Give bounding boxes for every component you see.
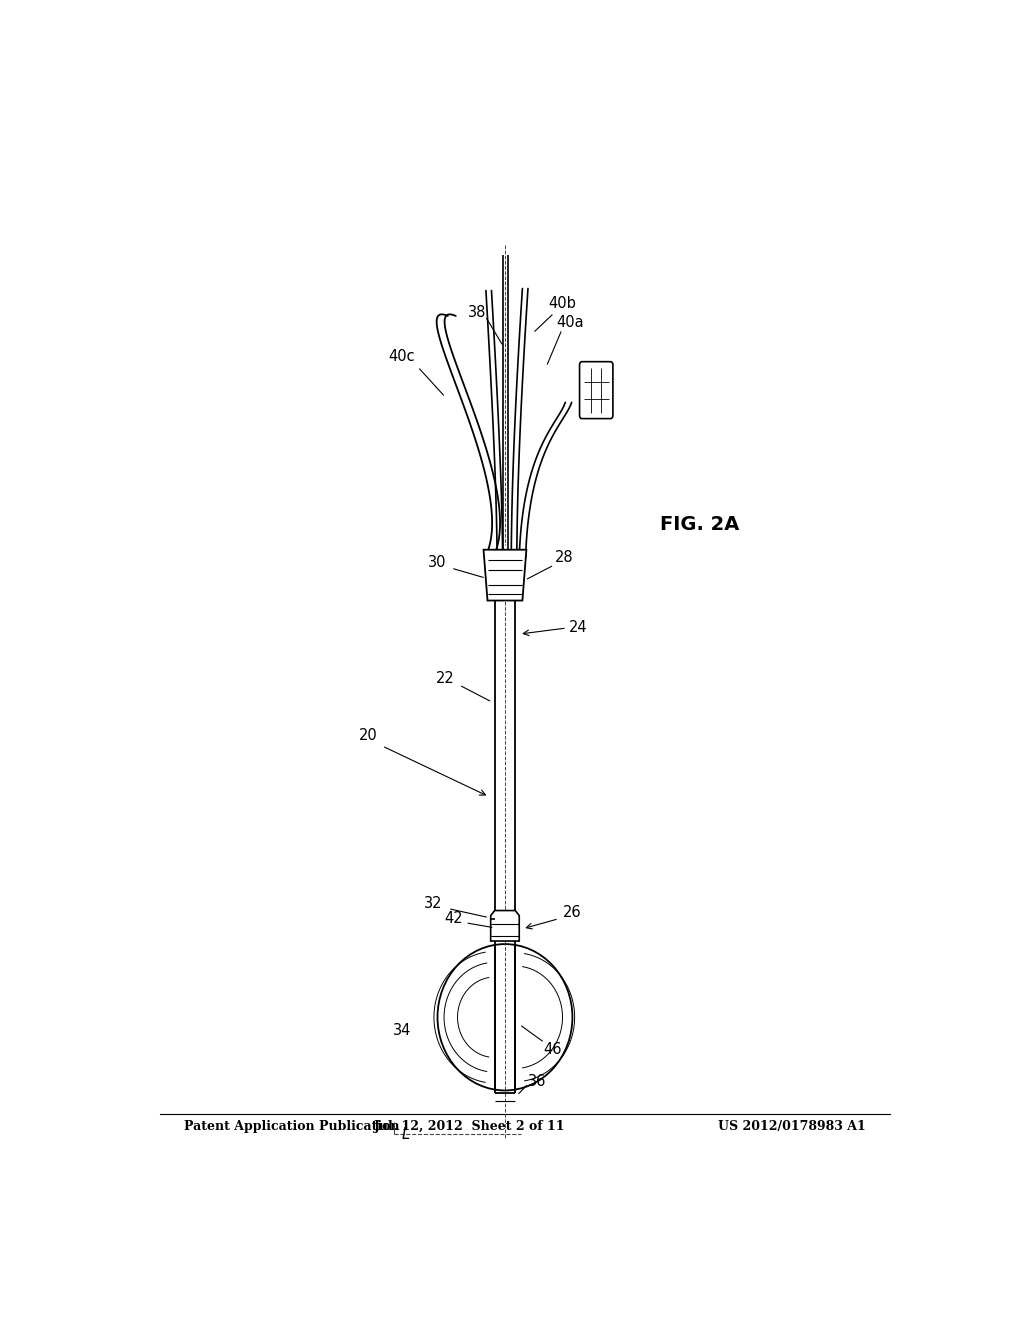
Text: 32: 32 <box>424 896 442 911</box>
Text: 40a: 40a <box>556 314 584 330</box>
Text: 24: 24 <box>568 620 588 635</box>
Text: 40b: 40b <box>548 296 577 312</box>
Text: 38: 38 <box>468 305 486 321</box>
Text: 26: 26 <box>563 906 582 920</box>
Text: Jul. 12, 2012  Sheet 2 of 11: Jul. 12, 2012 Sheet 2 of 11 <box>374 1119 565 1133</box>
Text: 22: 22 <box>436 672 455 686</box>
Text: FIG. 2A: FIG. 2A <box>659 515 739 533</box>
Text: 20: 20 <box>359 729 378 743</box>
Text: L: L <box>401 1127 410 1142</box>
Text: US 2012/0178983 A1: US 2012/0178983 A1 <box>718 1119 866 1133</box>
Text: 30: 30 <box>428 556 446 570</box>
Ellipse shape <box>437 944 572 1090</box>
Polygon shape <box>490 911 519 941</box>
Text: Patent Application Publication: Patent Application Publication <box>183 1119 399 1133</box>
Text: 42: 42 <box>444 911 463 927</box>
Polygon shape <box>483 549 526 601</box>
Text: 46: 46 <box>544 1043 562 1057</box>
Text: 28: 28 <box>555 550 573 565</box>
Text: 34: 34 <box>392 1023 411 1038</box>
Text: 40c: 40c <box>388 348 415 364</box>
Text: 36: 36 <box>527 1073 546 1089</box>
